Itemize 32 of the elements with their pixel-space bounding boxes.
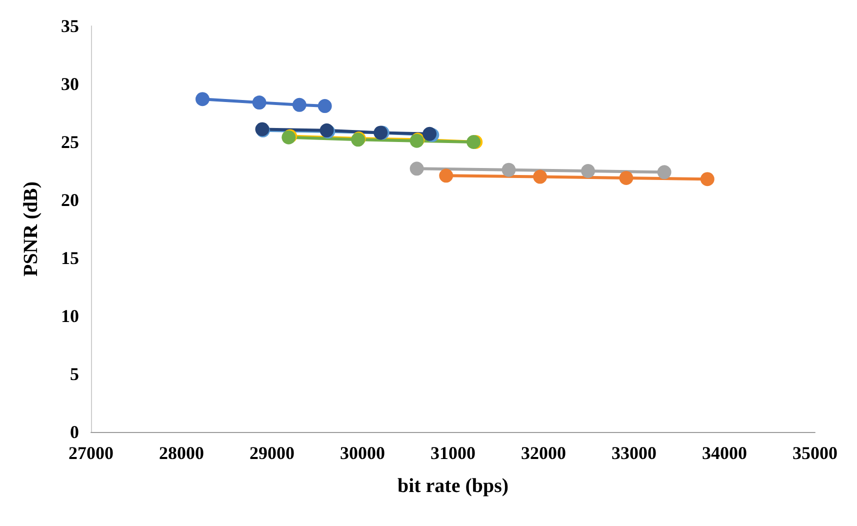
- point: [292, 98, 306, 112]
- x-tick-label: 29000: [250, 443, 294, 463]
- point: [318, 99, 332, 114]
- x-tick-label: 32000: [521, 443, 566, 463]
- y-tick-label: 30: [61, 74, 79, 94]
- x-tick-label: 30000: [340, 443, 385, 463]
- x-tick-label: 28000: [159, 443, 204, 463]
- y-tick-label: 0: [70, 422, 79, 442]
- y-tick-label: 15: [61, 248, 79, 268]
- y-tick-label: 20: [61, 190, 79, 210]
- point: [502, 162, 516, 177]
- point: [252, 96, 266, 110]
- point: [581, 164, 596, 178]
- x-tick-label: 34000: [702, 443, 747, 463]
- x-tick-label: 27000: [68, 443, 114, 463]
- x-axis-title: bit rate (bps): [397, 475, 509, 497]
- x-tick-label: 33000: [612, 443, 656, 463]
- point: [657, 165, 672, 180]
- x-tick-label: 35000: [792, 443, 838, 463]
- point: [619, 170, 634, 185]
- y-tick-label: 25: [61, 132, 79, 152]
- y-tick-label: 5: [70, 364, 79, 384]
- x-tick-label: 31000: [430, 443, 476, 463]
- y-tick-label: 35: [61, 16, 79, 36]
- point: [410, 162, 424, 176]
- point: [700, 172, 714, 186]
- point: [439, 168, 454, 183]
- y-axis-title: PSNR (dB): [20, 181, 42, 277]
- point: [533, 170, 548, 184]
- y-tick-label: 10: [61, 306, 79, 326]
- point: [422, 126, 437, 141]
- point: [196, 92, 210, 106]
